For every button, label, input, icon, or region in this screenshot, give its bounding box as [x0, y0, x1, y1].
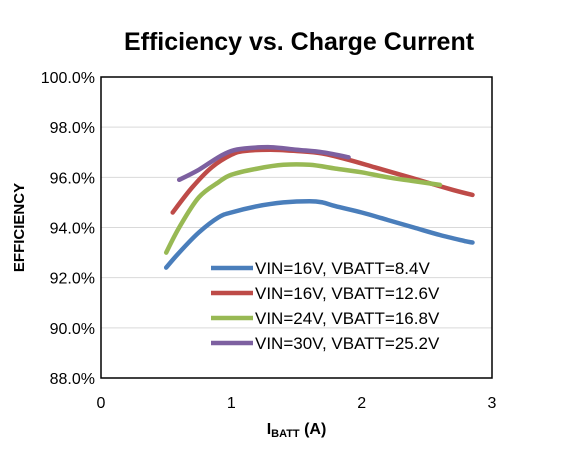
y-tick-label: 96.0%: [50, 170, 95, 187]
x-axis-label: IBATT (A): [267, 421, 327, 440]
y-tick-label: 92.0%: [50, 271, 95, 288]
y-tick-labels: 88.0% 90.0% 92.0% 94.0% 96.0% 98.0% 100.0%: [41, 70, 95, 388]
x-axis-label-main: I: [267, 421, 271, 438]
series-line-3: [163, 162, 443, 255]
x-tick-labels: 0 1 2 3: [97, 395, 497, 412]
chart-title: Efficiency vs. Charge Current: [124, 28, 475, 56]
series-lines: [163, 144, 475, 270]
y-axis-label: EFFICIENCY: [11, 183, 28, 272]
legend-entry: VIN=16V, VBATT=8.4V: [255, 259, 430, 278]
y-tick-label: 88.0%: [50, 371, 95, 388]
legend-entry: VIN=16V, VBATT=12.6V: [255, 284, 440, 303]
x-tick-label: 1: [227, 395, 236, 412]
legend: VIN=16V, VBATT=8.4V VIN=16V, VBATT=12.6V V…: [211, 259, 440, 353]
legend-entry: VIN=30V, VBATT=25.2V: [255, 334, 440, 353]
series-line-4: [176, 144, 351, 183]
plot-frame: [100, 76, 493, 379]
grid-lines: [101, 126, 492, 329]
legend-entry: VIN=24V, VBATT=16.8V: [255, 309, 440, 328]
series-line-1: [163, 198, 475, 270]
x-axis-label-unit: (A): [300, 421, 327, 438]
x-axis-label-subscript: BATT: [271, 428, 300, 440]
y-tick-label: 98.0%: [50, 120, 95, 137]
x-tick-label: 3: [488, 395, 497, 412]
x-tick-label: 0: [97, 395, 106, 412]
y-tick-label: 94.0%: [50, 221, 95, 238]
x-tick-label: 2: [357, 395, 366, 412]
y-tick-label: 100.0%: [41, 70, 95, 87]
y-tick-label: 90.0%: [50, 321, 95, 338]
